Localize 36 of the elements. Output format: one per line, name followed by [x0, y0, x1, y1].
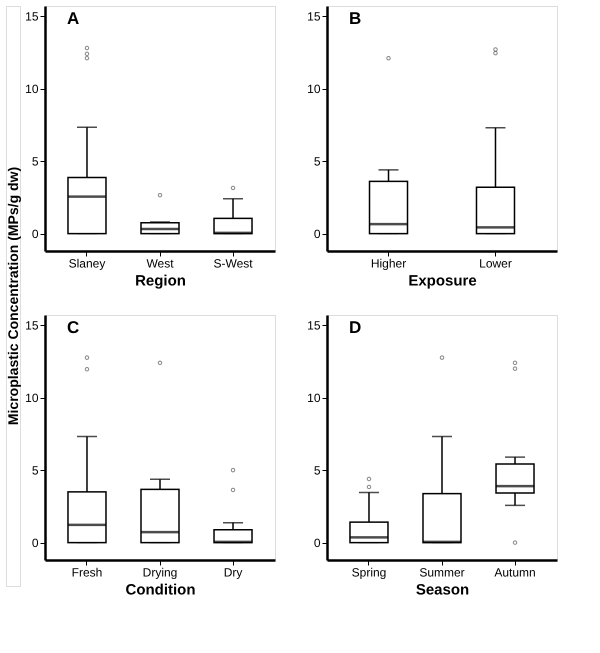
x-tick-label: Autumn: [494, 566, 536, 580]
chart-title: A: [67, 9, 80, 28]
x-tick-label: Drying: [142, 566, 178, 580]
y-tick-label: 5: [314, 464, 321, 478]
x-axis-title: Season: [416, 582, 470, 598]
y-axis-title: Microplastic Concentration (MPs/g dw): [5, 166, 21, 426]
y-tick-label: 10: [307, 391, 321, 406]
x-tick-label: Fresh: [72, 566, 102, 580]
y-tick-label: 5: [32, 154, 39, 169]
x-tick-label: Higher: [370, 256, 406, 270]
chart-title: B: [349, 9, 362, 28]
y-tick-label: 15: [307, 10, 321, 24]
x-tick-label: Dry: [224, 566, 242, 580]
y-tick-label: 15: [25, 318, 39, 333]
x-axis-title: Exposure: [408, 272, 477, 290]
y-tick-label: 15: [25, 10, 39, 24]
y-tick-label: 0: [314, 536, 321, 550]
x-axis-title: Region: [135, 272, 186, 290]
y-tick-label: 15: [307, 318, 321, 333]
y-tick-label: 0: [32, 227, 39, 242]
y-tick-label: 0: [314, 227, 321, 242]
y-tick-label: 10: [307, 82, 321, 96]
y-tick-label: 0: [32, 536, 39, 550]
y-tick-label: 10: [25, 82, 39, 96]
chart-title: C: [67, 318, 80, 337]
y-tick-label: 5: [314, 154, 321, 169]
x-tick-label: Spring: [352, 566, 386, 580]
y-tick-label: 5: [32, 464, 39, 478]
y-tick-label: 10: [25, 391, 39, 406]
x-tick-label: S-West: [213, 256, 254, 270]
x-tick-label: West: [146, 256, 174, 270]
x-axis-title: Condition: [126, 582, 196, 598]
chart-title: D: [349, 318, 362, 337]
x-tick-label: Summer: [419, 566, 465, 580]
x-tick-label: Lower: [479, 256, 512, 270]
x-tick-label: Slaney: [68, 256, 106, 270]
